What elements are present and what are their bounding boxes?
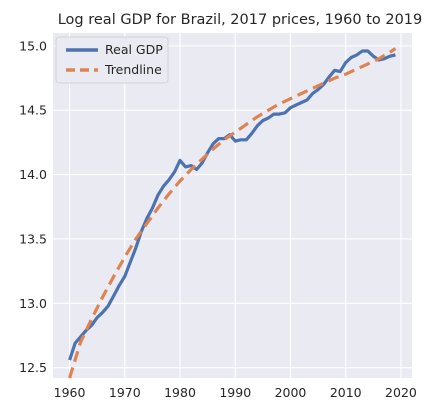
legend: Real GDP Trendline: [55, 36, 169, 84]
x-tick-label: 1990: [219, 385, 251, 400]
x-tick-label: 2000: [275, 385, 307, 400]
x-axis: 1960 1970 1980 1990 2000 2010 2020: [54, 385, 417, 400]
legend-label-real-gdp: Real GDP: [105, 42, 163, 57]
y-tick-label: 13.0: [19, 296, 47, 311]
plot-background: [53, 33, 412, 378]
y-axis: 12.5 13.0 13.5 14.0 14.5 15.0: [19, 38, 47, 375]
y-tick-label: 12.5: [19, 360, 47, 375]
chart-title: Log real GDP for Brazil, 2017 prices, 19…: [58, 12, 423, 28]
x-tick-label: 2020: [385, 385, 417, 400]
y-tick-label: 14.0: [19, 167, 47, 182]
x-tick-label: 1970: [109, 385, 141, 400]
legend-label-trendline: Trendline: [104, 62, 162, 77]
x-tick-label: 2010: [330, 385, 362, 400]
y-tick-label: 15.0: [19, 38, 47, 53]
y-tick-label: 13.5: [19, 231, 47, 246]
y-tick-label: 14.5: [19, 103, 47, 118]
x-tick-label: 1960: [54, 385, 86, 400]
grid: [53, 33, 412, 378]
series-line-trendline: [68, 47, 397, 379]
series-layer: [68, 47, 397, 379]
series-line-real-gdp: [68, 49, 396, 361]
x-tick-label: 1980: [164, 385, 196, 400]
